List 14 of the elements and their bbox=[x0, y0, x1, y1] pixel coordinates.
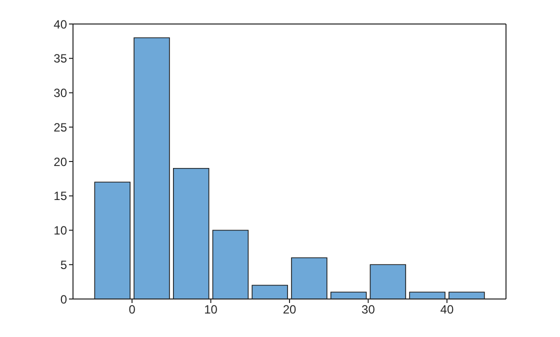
x-tick-label: 30 bbox=[362, 302, 376, 317]
x-tick-label: 0 bbox=[128, 302, 136, 317]
y-tick-label: 20 bbox=[54, 154, 68, 169]
x-tick-label: 40 bbox=[440, 302, 454, 317]
y-tick-label: 10 bbox=[54, 224, 68, 238]
y-tick-label: 5 bbox=[60, 258, 68, 272]
x-tick-label: 10 bbox=[204, 302, 218, 317]
y-tick-label: 40 bbox=[54, 17, 68, 32]
y-tick-label: 35 bbox=[54, 52, 68, 66]
y-tick-label: 15 bbox=[54, 189, 68, 204]
y-tick-label: 0 bbox=[60, 292, 68, 306]
y-tick-label: 30 bbox=[54, 86, 68, 100]
y-tick-label: 25 bbox=[54, 120, 68, 134]
x-tick-label: 20 bbox=[282, 302, 296, 317]
